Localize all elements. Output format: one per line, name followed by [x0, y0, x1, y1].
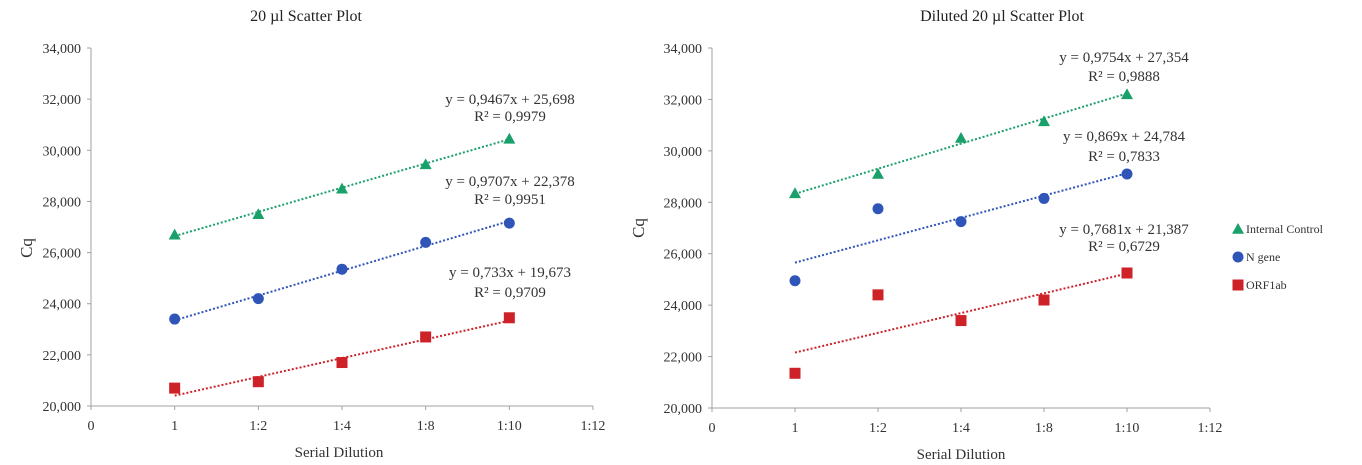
trendline-equation: y = 0,9467x + 25,698 — [445, 92, 574, 108]
legend-label: Internal Control — [1246, 222, 1324, 236]
trendline — [794, 272, 1128, 354]
series-orf1ab — [789, 267, 1133, 379]
trendline-equation: y = 0,733x + 19,673 — [449, 265, 571, 281]
r-squared-label: R² = 0,9951 — [474, 192, 546, 208]
y-tick-label: 22,000 — [664, 351, 703, 366]
y-tick-label: 28,000 — [664, 196, 703, 211]
data-point — [1038, 115, 1050, 127]
data-point — [252, 376, 264, 388]
y-tick-label: 20,000 — [664, 402, 703, 417]
r-squared-label: R² = 0,9979 — [474, 109, 546, 125]
data-point — [872, 168, 884, 179]
y-tick-label: 30,000 — [43, 144, 82, 159]
y-tick-label: 20,000 — [43, 400, 82, 415]
y-tick-label: 24,000 — [43, 298, 82, 313]
trendline-equation: y = 0,9754x + 27,354 — [1059, 50, 1189, 66]
data-point — [1121, 168, 1133, 180]
data-point — [168, 228, 181, 240]
legend-label: N gene — [1246, 250, 1280, 264]
legend: Internal Control N gene ORF1ab — [1232, 222, 1324, 292]
data-point — [503, 312, 515, 324]
y-axis-title: Cq — [629, 218, 648, 238]
x-axis-title: Serial Dilution — [917, 447, 1006, 463]
y-tick-label: 32,000 — [664, 93, 703, 108]
trendline-equation: y = 0,9707x + 22,378 — [445, 174, 574, 190]
x-tick-label: 1:2 — [869, 421, 887, 436]
x-axis-title: Serial Dilution — [295, 445, 384, 461]
series-n-gene — [789, 168, 1133, 287]
y-tick-label: 32,000 — [43, 93, 82, 108]
y-tick-label: 34,000 — [43, 42, 82, 57]
data-point — [789, 275, 801, 287]
series-orf1ab — [169, 312, 515, 397]
data-point — [1038, 192, 1050, 204]
r-squared-label: R² = 0,7833 — [1088, 149, 1160, 165]
y-tick-label: 22,000 — [43, 349, 82, 364]
y-tick-label: 34,000 — [664, 42, 703, 57]
trendline — [174, 319, 510, 397]
x-tick-label: 1:10 — [497, 419, 522, 434]
x-tick-label: 1:8 — [1035, 421, 1053, 436]
x-tick-label: 1:4 — [333, 419, 351, 434]
series-internal-control — [789, 88, 1133, 199]
data-point — [169, 313, 181, 325]
chart-1: 20 µl Scatter Plot 20,000 22,000 24,000 26,0… — [17, 8, 605, 461]
data-point — [955, 132, 967, 143]
data-point — [503, 132, 516, 144]
r-squared-label: R² = 0,6729 — [1088, 239, 1160, 255]
y-tick-label: 24,000 — [664, 299, 703, 314]
series-internal-control — [168, 132, 516, 240]
data-point — [169, 382, 181, 394]
chart-2: Diluted 20 µl Scatter Plot 20,000 22,000 24… — [629, 8, 1324, 463]
x-tick-label: 1:12 — [1198, 421, 1223, 436]
chart-title: Diluted 20 µl Scatter Plot — [920, 8, 1084, 25]
legend-marker — [1232, 251, 1244, 263]
y-tick-label: 28,000 — [43, 195, 82, 210]
data-point — [872, 203, 884, 215]
legend-label: ORF1ab — [1246, 278, 1287, 292]
legend-marker — [1232, 223, 1244, 234]
data-point — [252, 293, 264, 305]
y-tick-label: 26,000 — [664, 248, 703, 263]
r-squared-label: R² = 0,9888 — [1088, 69, 1160, 85]
x-tick-label: 1:4 — [952, 421, 970, 436]
trendline — [794, 172, 1128, 264]
x-tick-label: 1:2 — [249, 419, 267, 434]
data-point — [336, 182, 348, 194]
data-point — [955, 315, 967, 327]
legend-marker — [1232, 279, 1244, 291]
data-point — [955, 216, 967, 228]
x-tick-label: 1:10 — [1115, 421, 1140, 436]
series-n-gene — [169, 217, 515, 325]
r-squared-label: R² = 0,9709 — [474, 285, 546, 301]
chart-title: 20 µl Scatter Plot — [250, 8, 362, 25]
data-point — [419, 158, 432, 170]
data-point — [872, 289, 884, 301]
data-point — [420, 331, 432, 343]
trendline-equation: y = 0,7681x + 21,387 — [1059, 222, 1189, 238]
data-point — [336, 357, 348, 369]
data-point — [420, 236, 432, 248]
data-point — [252, 208, 265, 220]
data-point — [1121, 88, 1133, 100]
data-point — [789, 367, 801, 379]
y-tick-label: 30,000 — [664, 145, 703, 160]
x-tick-label: 1:8 — [417, 419, 435, 434]
trendline-equation: y = 0,869x + 24,784 — [1063, 129, 1185, 145]
x-tick-label: 1 — [792, 421, 799, 436]
data-point — [1121, 267, 1133, 279]
y-tick-label: 26,000 — [43, 247, 82, 262]
y-axis-title: Cq — [17, 238, 36, 258]
trendline — [794, 92, 1128, 195]
data-point — [1038, 294, 1050, 306]
x-tick-label: 1 — [171, 419, 178, 434]
data-point — [789, 187, 801, 199]
data-point — [503, 217, 515, 229]
data-point — [336, 263, 348, 275]
x-tick-label: 0 — [709, 421, 716, 436]
x-tick-label: 1:12 — [581, 419, 606, 434]
x-tick-label: 0 — [88, 419, 95, 434]
